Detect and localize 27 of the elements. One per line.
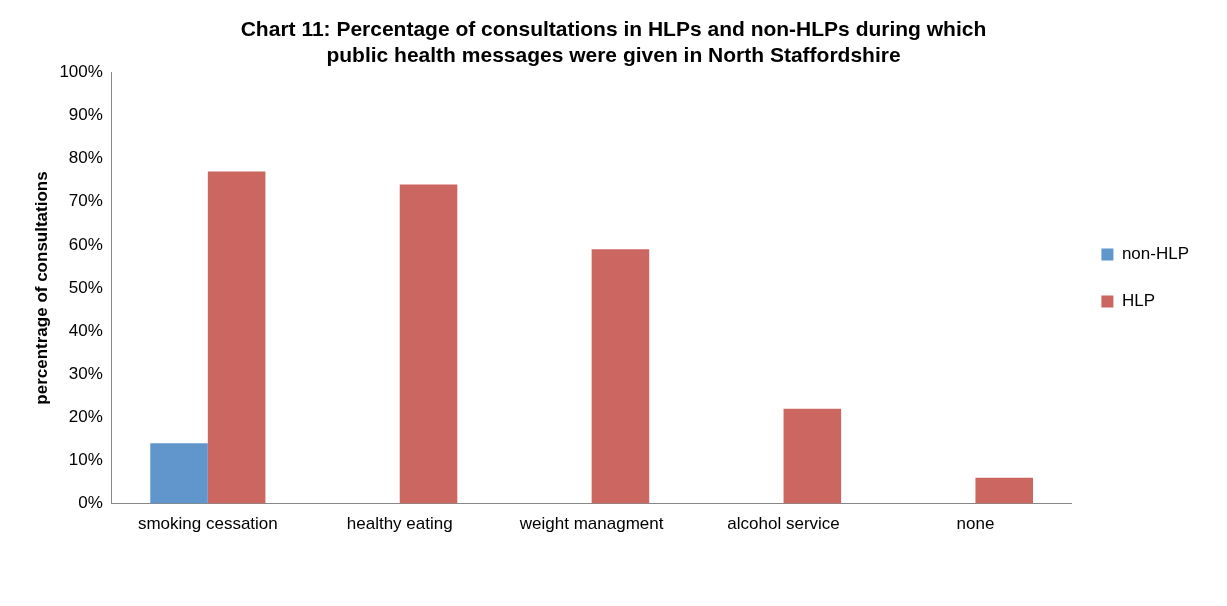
text: public health messages were given in North Staffordshire [326,42,901,66]
y-tick-label: 20% [68,407,103,427]
y-tick-label: 80% [68,148,103,168]
y-tick-label: 10% [68,450,103,470]
legend-label: HLP [1121,291,1155,311]
x-tick-label: weight managment [518,514,664,534]
y-tick-label: 30% [68,363,103,383]
y-tick-label: 50% [68,277,103,297]
bar [399,184,458,504]
bar [150,443,208,504]
legend-label: non-HLP [1121,244,1190,264]
bar [591,249,650,504]
bar [975,477,1034,504]
x-tick-label: alcohol service [727,514,840,534]
x-tick-label: none [956,514,995,534]
y-axis-title: percentrage of consultations [31,171,51,405]
y-tick-label: 70% [68,191,103,211]
bar [783,408,842,504]
y-tick-label: 90% [68,105,103,125]
bar [207,171,266,504]
y-tick-label: 100% [59,62,103,82]
y-tick-label: 60% [68,234,103,254]
y-tick-label: 0% [78,493,103,513]
x-tick-label: smoking cessation [137,514,278,534]
text: Chart 11: Percentage of consultations in HLPs and non-HLPs during which [240,17,987,41]
y-tick-label: 40% [68,320,103,340]
x-tick-label: healthy eating [346,514,453,534]
